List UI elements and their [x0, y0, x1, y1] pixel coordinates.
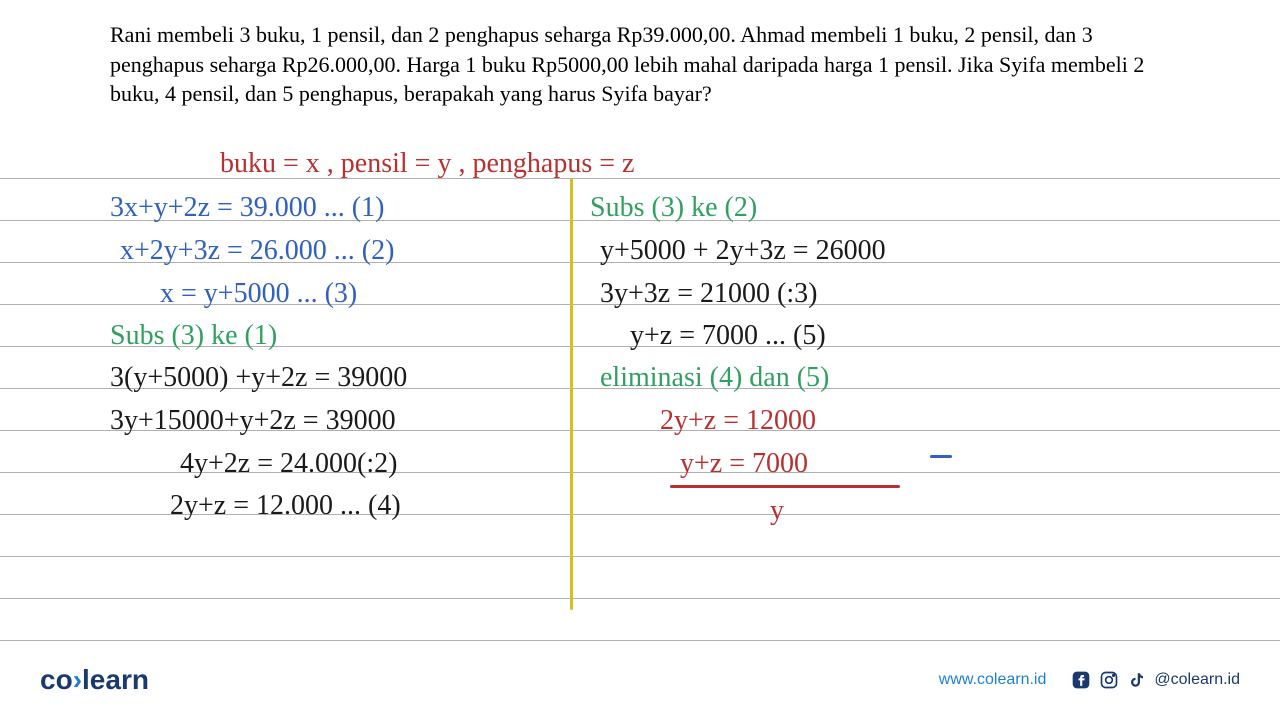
elimination-line	[670, 485, 900, 488]
handwriting-line: y+z = 7000	[680, 448, 808, 480]
handwriting-line: buku = x , pensil = y , penghapus = z	[220, 148, 634, 180]
handwriting-line: Subs (3) ke (2)	[590, 192, 757, 224]
handwriting-line: 3(y+5000) +y+2z = 39000	[110, 362, 407, 394]
handwriting-line: 3y+15000+y+2z = 39000	[110, 405, 396, 437]
colearn-logo: co›learn	[40, 664, 149, 696]
minus-operator	[930, 455, 952, 458]
website-url: www.colearn.id	[939, 671, 1047, 689]
tiktok-icon	[1126, 669, 1148, 691]
handwriting-line: x = y+5000 ... (3)	[160, 278, 357, 310]
handwriting-line: y+z = 7000 ... (5)	[630, 320, 826, 352]
facebook-icon	[1070, 669, 1092, 691]
social-links: @colearn.id	[1070, 669, 1240, 691]
logo-learn: learn	[82, 664, 149, 695]
logo-accent: ›	[73, 664, 82, 695]
handwriting-line: 2y+z = 12000	[660, 405, 816, 437]
vertical-divider	[570, 178, 573, 610]
handwriting-line: y+5000 + 2y+3z = 26000	[600, 235, 886, 267]
handwriting-line: y	[770, 495, 784, 527]
social-handle: @colearn.id	[1154, 671, 1240, 689]
logo-co: co	[40, 664, 73, 695]
handwriting-line: 3y+3z = 21000 (:3)	[600, 278, 817, 310]
instagram-icon	[1098, 669, 1120, 691]
handwriting-line: 3x+y+2z = 39.000 ... (1)	[110, 192, 384, 224]
handwriting-line: 4y+2z = 24.000(:2)	[180, 448, 397, 480]
handwriting-line: 2y+z = 12.000 ... (4)	[170, 490, 401, 522]
handwriting-line: x+2y+3z = 26.000 ... (2)	[120, 235, 394, 267]
footer-right: www.colearn.id @colearn.id	[939, 669, 1240, 691]
handwriting-line: eliminasi (4) dan (5)	[600, 362, 829, 394]
problem-statement: Rani membeli 3 buku, 1 pensil, dan 2 pen…	[110, 20, 1170, 109]
footer: co›learn www.colearn.id @colearn.id	[0, 660, 1280, 700]
handwriting-line: Subs (3) ke (1)	[110, 320, 277, 352]
